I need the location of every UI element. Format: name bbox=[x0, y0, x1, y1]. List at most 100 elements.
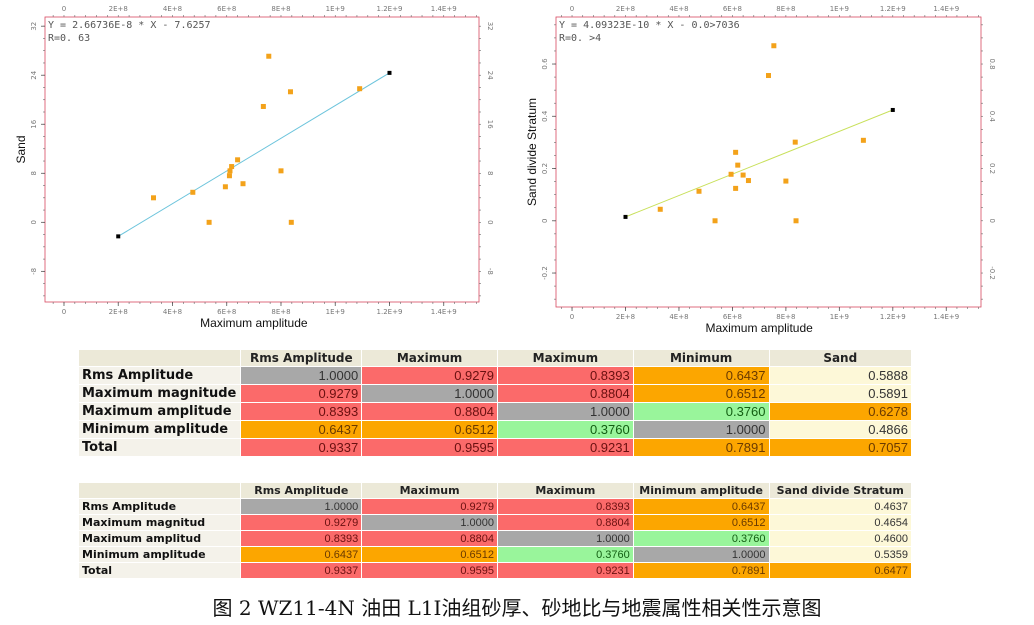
y-tick-label-left: 0 bbox=[541, 219, 549, 223]
data-point bbox=[712, 218, 718, 224]
y-tick-label-left: 24 bbox=[30, 70, 38, 79]
correlation-cell: 0.7891 bbox=[632, 562, 770, 579]
correlation-cell: 0.8393 bbox=[240, 530, 363, 547]
correlation-cell: 0.5888 bbox=[768, 366, 912, 385]
x-tick-label-top: 6E+8 bbox=[723, 5, 742, 13]
scatter-chart-sand-divide-stratum: 0 0 2E+8 2E+8 4E+8 4E+8 6E+8 6E+8 8E+8 8E+8 1E+9 1E… bbox=[525, 5, 996, 335]
table-row: Maximum magnitude 0.9279 1.0000 0.8804 0.651… bbox=[77, 384, 912, 403]
data-point bbox=[266, 53, 272, 59]
correlation-cell: 0.7057 bbox=[768, 438, 912, 457]
table-corner-cell bbox=[77, 349, 242, 367]
regression-equation: Y = 4.09323E-10 * X - 0.0>7036 bbox=[559, 20, 740, 31]
y-tick-label-right: 0 bbox=[988, 219, 996, 223]
column-header: Maximum bbox=[361, 349, 498, 367]
y-tick-label-left: 0 bbox=[30, 220, 38, 224]
x-tick-label-bottom: 1.2E+9 bbox=[377, 308, 403, 316]
correlation-cell: 0.3760 bbox=[496, 420, 634, 439]
correlation-table-sand: Rms Amplitude Maximum Maximum Minimum Sand R… bbox=[77, 349, 912, 457]
correlation-cell: 0.6437 bbox=[240, 420, 363, 439]
row-header: Minimum amplitude bbox=[77, 420, 242, 439]
correlation-cell: 0.4866 bbox=[768, 420, 912, 439]
y-tick-label-left: 8 bbox=[30, 171, 38, 175]
correlation-cell: 0.4637 bbox=[768, 498, 912, 515]
correlation-cell: 0.6512 bbox=[361, 420, 498, 439]
scatter-chart-sand: 0 0 2E+8 2E+8 4E+8 4E+8 6E+8 6E+8 8E+8 8E+8 1E+9 1E… bbox=[14, 5, 494, 330]
correlation-cell: 1.0000 bbox=[496, 402, 634, 421]
x-tick-label-top: 4E+8 bbox=[669, 5, 688, 13]
y-tick-label-right: 16 bbox=[486, 120, 494, 129]
correlation-cell: 0.8804 bbox=[361, 402, 498, 421]
correlation-cell: 0.5891 bbox=[768, 384, 912, 403]
x-tick-label-top: 8E+8 bbox=[271, 5, 290, 13]
regression-endpoint-start bbox=[116, 234, 121, 239]
x-axis-title: Maximum amplitude bbox=[705, 321, 813, 335]
target-column-header: Sand divide Stratum bbox=[768, 482, 912, 499]
correlation-cell: 0.4654 bbox=[768, 514, 912, 531]
correlation-cell: 0.6437 bbox=[632, 498, 770, 515]
correlation-cell: 0.3760 bbox=[632, 530, 770, 547]
y-tick-label-right: 0.4 bbox=[988, 111, 996, 123]
y-tick-label-left: 0.6 bbox=[541, 58, 549, 70]
y-tick-label-right: -0.2 bbox=[988, 266, 996, 280]
data-point bbox=[288, 219, 294, 225]
x-tick-label-bottom: 1E+9 bbox=[830, 313, 849, 321]
correlation-cell: 1.0000 bbox=[632, 420, 770, 439]
correlation-cell: 0.8804 bbox=[496, 514, 634, 531]
regression-equation: Y = 2.66736E-8 * X - 7.6257 bbox=[48, 20, 211, 31]
regression-endpoint-end bbox=[387, 70, 392, 75]
data-point bbox=[235, 157, 241, 163]
table-row: Rms Amplitude 1.0000 0.9279 0.8393 0.6437 0.4… bbox=[77, 498, 912, 515]
correlation-cell: 1.0000 bbox=[240, 498, 363, 515]
x-tick-label-bottom: 1.4E+9 bbox=[933, 313, 959, 321]
y-tick-label-left: 32 bbox=[30, 22, 38, 31]
correlation-cell: 0.5359 bbox=[768, 546, 912, 563]
correlation-cell: 0.9337 bbox=[240, 438, 363, 457]
y-tick-label-right: 24 bbox=[486, 71, 494, 80]
row-header: Total bbox=[77, 562, 242, 579]
x-tick-label-bottom: 0 bbox=[570, 313, 574, 321]
correlation-cell: 0.7891 bbox=[632, 438, 770, 457]
table-corner-cell bbox=[77, 482, 242, 499]
figure-caption: 图 2 WZ11-4N 油田 L1Ⅰ油组砂厚、砂地比与地震属性相关性示意图 bbox=[212, 596, 822, 620]
x-tick-label-top: 0 bbox=[570, 5, 574, 13]
x-tick-label-top: 8E+8 bbox=[776, 5, 795, 13]
correlation-cell: 0.8804 bbox=[496, 384, 634, 403]
y-tick-label-right: -8 bbox=[486, 268, 494, 275]
data-point bbox=[287, 89, 293, 95]
column-header: Maximum bbox=[496, 349, 634, 367]
table-row: Minimum amplitude 0.6437 0.6512 0.3760 1.000… bbox=[77, 420, 912, 439]
data-point bbox=[229, 164, 235, 170]
data-point bbox=[860, 137, 866, 143]
x-tick-label-bottom: 2E+8 bbox=[109, 308, 128, 316]
x-axis-title: Maximum amplitude bbox=[200, 316, 308, 330]
y-tick-label-right: 0.2 bbox=[988, 163, 996, 174]
x-tick-label-bottom: 8E+8 bbox=[776, 313, 795, 321]
data-point bbox=[771, 43, 777, 49]
correlation-cell: 1.0000 bbox=[496, 530, 634, 547]
table-row: Minimum amplitude 0.6437 0.6512 0.3760 1.000… bbox=[77, 546, 912, 563]
data-point bbox=[357, 86, 363, 92]
table-row: Total 0.9337 0.9595 0.9231 0.7891 0.6477 bbox=[77, 562, 912, 579]
x-tick-label-top: 1.4E+9 bbox=[431, 5, 457, 13]
column-header: Minimum bbox=[632, 349, 770, 367]
data-point bbox=[740, 172, 746, 178]
row-header: Maximum amplitude bbox=[77, 402, 242, 421]
correlation-cell: 0.9595 bbox=[361, 562, 498, 579]
y-tick-label-right: 8 bbox=[486, 171, 494, 175]
table-row: Total 0.9337 0.9595 0.9231 0.7891 0.7057 bbox=[77, 438, 912, 457]
data-point bbox=[278, 168, 284, 174]
correlation-cell: 0.3760 bbox=[632, 402, 770, 421]
data-point bbox=[240, 181, 246, 187]
data-point bbox=[783, 178, 789, 184]
regression-line bbox=[625, 109, 893, 218]
x-tick-label-bottom: 6E+8 bbox=[723, 313, 742, 321]
correlation-cell: 0.6278 bbox=[768, 402, 912, 421]
table-header-row: Rms Amplitude Maximum Maximum Minimum Sand bbox=[77, 349, 912, 367]
row-header: Rms Amplitude bbox=[77, 366, 242, 385]
data-point bbox=[735, 162, 741, 168]
table-row: Maximum magnitud 0.9279 1.0000 0.8804 0.6512… bbox=[77, 514, 912, 531]
table-row: Maximum amplitude 0.8393 0.8804 1.0000 0.376… bbox=[77, 402, 912, 421]
correlation-cell: 0.6437 bbox=[240, 546, 363, 563]
correlation-cell: 0.6477 bbox=[768, 562, 912, 579]
correlation-cell: 0.9279 bbox=[240, 514, 363, 531]
